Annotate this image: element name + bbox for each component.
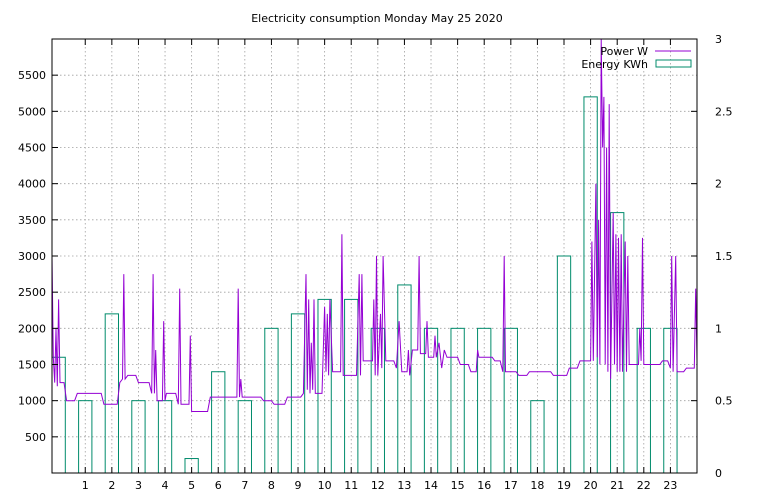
y2-tick-label: 1 <box>715 322 722 335</box>
x-tick-label: 15 <box>451 479 465 492</box>
y-tick-label: 2500 <box>18 286 46 299</box>
y-tick-label: 4000 <box>18 178 46 191</box>
y2-tick-label: 2 <box>715 178 722 191</box>
x-tick-label: 16 <box>477 479 491 492</box>
legend-label-energy: Energy KWh <box>581 58 648 71</box>
x-tick-label: 7 <box>241 479 248 492</box>
legend: Power W Energy KWh <box>581 45 692 71</box>
y2-tick-label: 0 <box>715 467 722 480</box>
y-tick-label: 5000 <box>18 105 46 118</box>
x-tick-label: 12 <box>371 479 385 492</box>
axes: 1 2 3 4 5 6 7 8 9 10 11 12 13 14 15 16 17 18 19 20 21 22 23500… <box>18 33 733 492</box>
x-tick-label: 23 <box>663 479 677 492</box>
y-tick-label: 3500 <box>18 214 46 227</box>
power-line <box>51 38 698 412</box>
x-tick-label: 22 <box>637 479 651 492</box>
y-tick-label: 5500 <box>18 69 46 82</box>
y-tick-label: 3000 <box>18 250 46 263</box>
x-tick-label: 9 <box>295 479 302 492</box>
legend-swatch-energy <box>655 59 692 68</box>
y2-tick-label: 3 <box>715 33 722 46</box>
y-tick-label: 500 <box>25 431 46 444</box>
y2-tick-label: 1.5 <box>715 250 733 263</box>
y2-tick-label: 0.5 <box>715 395 733 408</box>
power-series-line <box>51 38 698 412</box>
x-tick-label: 18 <box>530 479 544 492</box>
x-tick-label: 14 <box>424 479 438 492</box>
x-tick-label: 11 <box>344 479 358 492</box>
x-tick-label: 2 <box>108 479 115 492</box>
x-tick-label: 5 <box>188 479 195 492</box>
gridlines <box>52 39 697 473</box>
y-tick-label: 2000 <box>18 322 46 335</box>
y-tick-label: 1500 <box>18 359 46 372</box>
x-tick-label: 10 <box>318 479 332 492</box>
legend-label-power: Power W <box>600 45 648 58</box>
x-tick-label: 17 <box>504 479 518 492</box>
x-tick-label: 8 <box>268 479 275 492</box>
x-tick-label: 20 <box>584 479 598 492</box>
x-tick-label: 6 <box>215 479 222 492</box>
y-tick-label: 4500 <box>18 142 46 155</box>
x-tick-label: 1 <box>82 479 89 492</box>
x-tick-label: 4 <box>162 479 169 492</box>
chart-title: Electricity consumption Monday May 25 20… <box>251 12 503 25</box>
x-tick-label: 19 <box>557 479 571 492</box>
y-tick-label: 1000 <box>18 395 46 408</box>
x-tick-label: 21 <box>610 479 624 492</box>
y2-tick-label: 2.5 <box>715 105 733 118</box>
x-tick-label: 13 <box>397 479 411 492</box>
x-tick-label: 3 <box>135 479 142 492</box>
